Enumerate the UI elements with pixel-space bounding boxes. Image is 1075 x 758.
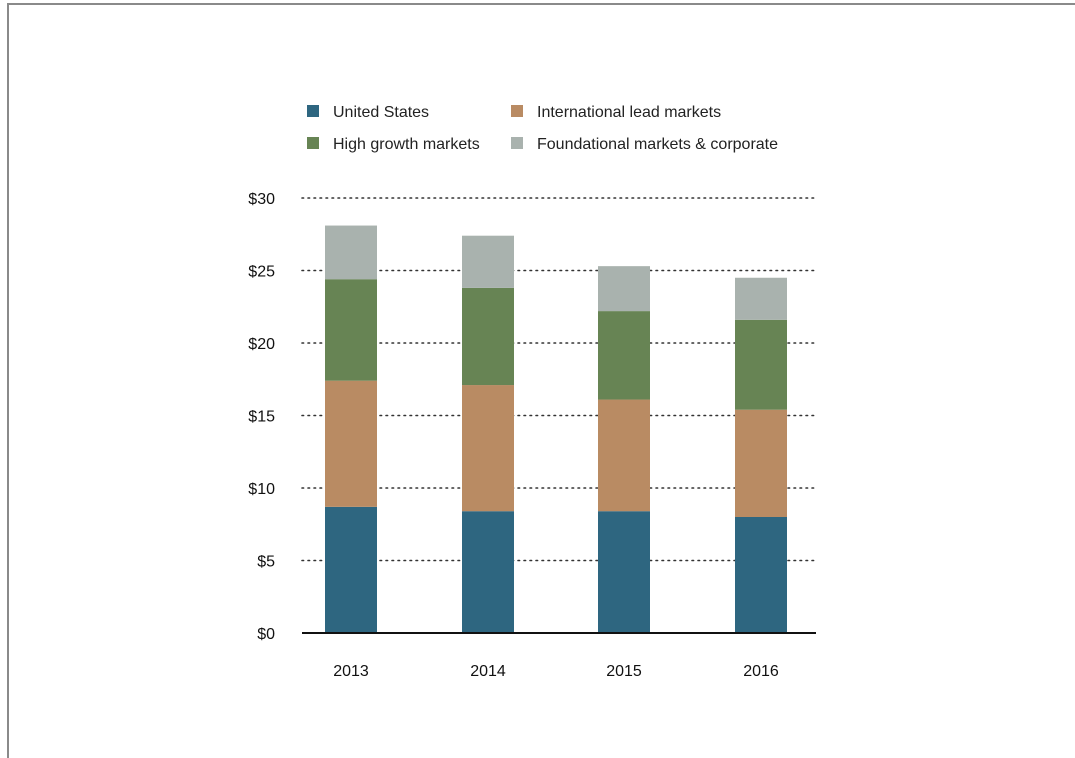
x-axis-ticks: 2013 2014 2015 2016 (333, 663, 779, 680)
y-tick-label: $10 (248, 481, 275, 498)
legend-item: International lead markets (511, 104, 721, 121)
bar-stack (462, 235, 514, 633)
legend-item: Foundational markets & corporate (511, 136, 778, 153)
bar-segment (462, 235, 514, 288)
bar-segment (598, 511, 650, 633)
gridlines (301, 197, 817, 562)
legend-item: High growth markets (307, 136, 480, 153)
bar-segment (735, 277, 787, 320)
bar-segment (325, 225, 377, 280)
y-tick-label: $0 (257, 626, 275, 643)
bar-segment (598, 266, 650, 312)
x-tick-label: 2013 (333, 663, 369, 680)
y-tick-label: $5 (257, 554, 275, 571)
bar-segment (462, 287, 514, 386)
bar-segment (735, 409, 787, 517)
y-tick-label: $15 (248, 409, 275, 426)
x-tick-label: 2016 (743, 663, 779, 680)
bar-stack (598, 266, 650, 633)
y-axis-ticks: $0 $5 $10 $15 $20 $25 $30 (248, 191, 275, 643)
bars (325, 225, 787, 633)
legend-label: High growth markets (333, 136, 480, 153)
legend-label: International lead markets (537, 104, 721, 121)
bar-segment (462, 511, 514, 633)
y-tick-label: $30 (248, 191, 275, 208)
bar-segment (735, 517, 787, 633)
x-tick-label: 2014 (470, 663, 506, 680)
bar-segment (598, 311, 650, 400)
legend-swatch (511, 137, 523, 149)
y-tick-label: $20 (248, 336, 275, 353)
legend-swatch (307, 137, 319, 149)
legend-swatch (511, 105, 523, 117)
bar-stack (325, 225, 377, 633)
bar-segment (598, 399, 650, 512)
frame-border-top (7, 3, 1075, 5)
y-tick-label: $25 (248, 264, 275, 281)
bar-segment (735, 319, 787, 410)
bar-segment (462, 385, 514, 512)
legend-swatch (307, 105, 319, 117)
bar-segment (325, 380, 377, 507)
x-tick-label: 2015 (606, 663, 642, 680)
legend-label: United States (333, 104, 429, 121)
legend-label: Foundational markets & corporate (537, 136, 778, 153)
legend: United States International lead markets H… (307, 104, 778, 153)
frame-border-left (7, 3, 9, 758)
bar-segment (325, 506, 377, 633)
bar-segment (325, 279, 377, 381)
bar-stack (735, 277, 787, 633)
legend-item: United States (307, 104, 429, 121)
